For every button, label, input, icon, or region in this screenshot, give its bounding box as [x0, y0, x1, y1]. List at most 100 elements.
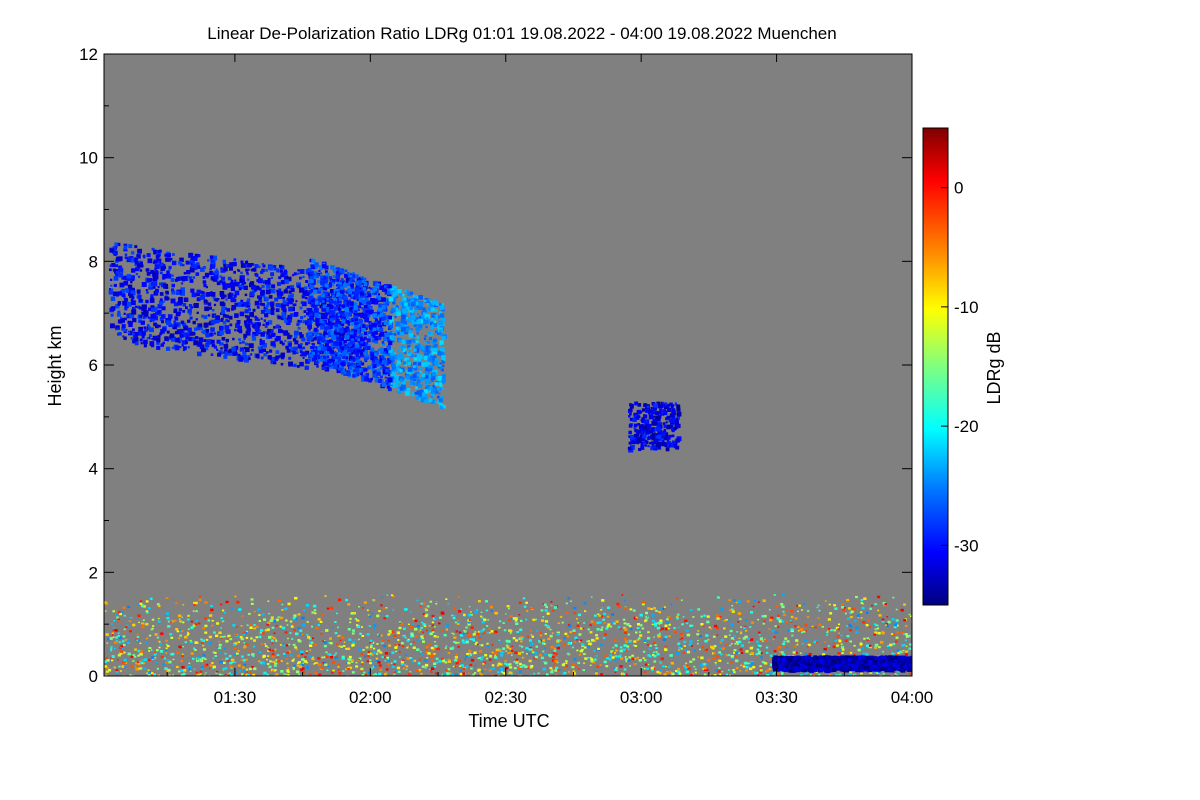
ldr-pixel [778, 646, 782, 649]
ldr-pixel [499, 668, 503, 671]
ldr-pixel [408, 332, 414, 338]
ldr-pixel [703, 663, 707, 666]
ldr-pixel [148, 336, 151, 340]
ldr-pixel [681, 637, 683, 640]
ldr-pixel [358, 305, 362, 309]
ldr-pixel [559, 639, 562, 642]
ldr-pixel [258, 278, 263, 284]
ldr-pixel [515, 622, 519, 625]
ldr-pixel [279, 269, 283, 273]
ldr-pixel [195, 318, 198, 321]
ldr-pixel [518, 653, 520, 655]
ldr-pixel [399, 369, 403, 373]
ldr-pixel [152, 335, 158, 341]
ldr-pixel [314, 266, 318, 270]
ldr-pixel [675, 417, 678, 421]
ldr-pixel [437, 330, 442, 335]
ldr-pixel [331, 359, 335, 363]
ldr-pixel [637, 429, 641, 434]
ldr-pixel [803, 638, 807, 642]
ldr-pixel [637, 438, 642, 444]
ldr-pixel [299, 332, 303, 336]
ldr-pixel [392, 365, 397, 370]
ldr-pixel [377, 348, 381, 352]
ldr-pixel [224, 635, 226, 638]
ldr-pixel [610, 650, 613, 653]
ldr-pixel [309, 299, 315, 304]
ldr-pixel [271, 649, 275, 652]
ldr-pixel [219, 651, 222, 653]
ldr-pixel [596, 665, 600, 668]
ldr-pixel [275, 618, 279, 622]
ldr-pixel [424, 335, 427, 338]
ldr-pixel [318, 269, 321, 273]
ldr-pixel [317, 618, 321, 621]
ldr-pixel [264, 645, 268, 648]
ldr-pixel [637, 403, 642, 407]
ldr-pixel [124, 631, 126, 633]
ldr-pixel [258, 614, 261, 616]
ldr-pixel [257, 318, 260, 321]
ldr-pixel [336, 336, 339, 339]
ldr-pixel [304, 286, 308, 290]
ldr-pixel [691, 624, 694, 627]
ldr-pixel [307, 308, 313, 313]
ldr-pixel [378, 303, 383, 308]
ldr-pixel [254, 289, 257, 292]
ldr-pixel [247, 357, 251, 361]
ldr-pixel [381, 639, 385, 643]
ldr-pixel [158, 324, 161, 328]
ldr-pixel [271, 639, 274, 642]
ldr-pixel [301, 667, 305, 670]
ldr-pixel [287, 602, 291, 606]
ldr-pixel [197, 351, 202, 357]
ldr-pixel [248, 671, 252, 674]
ldr-pixel [260, 317, 263, 320]
ldr-pixel [370, 652, 374, 656]
ldr-pixel [281, 603, 284, 606]
ldr-pixel [233, 258, 237, 261]
ldr-pixel [363, 346, 367, 350]
ldr-pixel [406, 359, 409, 362]
ldr-pixel [334, 361, 339, 365]
ldr-pixel [122, 662, 126, 665]
ldr-pixel [124, 307, 128, 311]
ldr-pixel [757, 618, 760, 621]
ldr-pixel [326, 362, 332, 367]
ldr-pixel [425, 651, 429, 654]
ldr-pixel [359, 281, 362, 285]
ldr-pixel [156, 254, 161, 258]
ldr-pixel [282, 652, 286, 655]
ldr-pixel [179, 257, 184, 263]
ldr-pixel [379, 358, 382, 361]
ldr-pixel [119, 612, 122, 616]
ldr-pixel [721, 671, 724, 673]
ldr-pixel [352, 319, 355, 323]
ldr-pixel [814, 639, 817, 642]
ldr-pixel [425, 646, 429, 649]
ldr-pixel [299, 269, 305, 274]
ldr-pixel [271, 626, 275, 629]
ldr-pixel [333, 654, 336, 657]
ldr-pixel [230, 286, 235, 292]
ldr-pixel [514, 619, 518, 622]
ldr-pixel [339, 337, 344, 342]
ldr-pixel [465, 626, 468, 629]
ldr-pixel [329, 653, 332, 656]
ldr-pixel [675, 438, 678, 441]
ldr-pixel [745, 666, 749, 669]
ldr-pixel [123, 246, 128, 250]
ldr-pixel [347, 667, 350, 670]
ldr-pixel [763, 662, 767, 665]
ldr-pixel [739, 618, 742, 620]
ldr-pixel [657, 429, 663, 435]
ldr-pixel [414, 627, 418, 631]
ldr-pixel [474, 665, 477, 667]
ldr-pixel [199, 658, 203, 661]
ldr-pixel [659, 662, 663, 665]
ldr-pixel [146, 253, 151, 258]
ldr-pixel [361, 626, 363, 628]
ldr-pixel [647, 437, 650, 440]
ldr-pixel [521, 651, 524, 654]
ldr-pixel [661, 410, 665, 414]
